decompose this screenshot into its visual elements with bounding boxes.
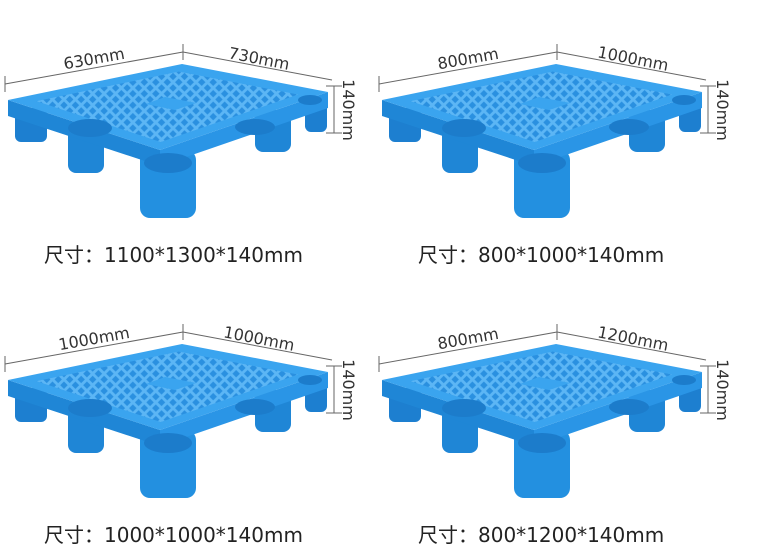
size-caption: 尺寸：800*1200*140mm xyxy=(418,523,664,547)
size-caption: 尺寸：800*1000*140mm xyxy=(418,243,664,267)
dimension-line xyxy=(556,51,707,81)
pallet-card: 800mm 1000mm 140mm 尺寸：800*1000*140mm xyxy=(378,42,732,267)
dimension-line xyxy=(378,331,558,365)
dimension-line xyxy=(4,51,184,85)
pallet-image xyxy=(8,344,328,498)
pallet-card: 630mm 730mm 140mm 尺寸：1100*1300*140mm xyxy=(4,43,358,267)
length-label: 630mm xyxy=(62,44,126,73)
pallet-image xyxy=(8,64,328,218)
height-label: 140mm xyxy=(339,79,358,141)
pallet-card: 800mm 1200mm 140mm 尺寸：800*1200*140mm xyxy=(378,322,732,547)
width-label: 1200mm xyxy=(596,322,670,354)
height-label: 140mm xyxy=(339,359,358,421)
dimension-line xyxy=(556,331,707,361)
width-label: 1000mm xyxy=(222,322,296,354)
length-label: 1000mm xyxy=(57,323,131,354)
pallet-image xyxy=(382,344,702,498)
dimension-line xyxy=(182,331,333,361)
size-caption: 尺寸：1000*1000*140mm xyxy=(44,523,303,547)
length-label: 800mm xyxy=(436,44,500,73)
height-label: 140mm xyxy=(713,79,732,141)
length-label: 800mm xyxy=(436,324,500,353)
height-label: 140mm xyxy=(713,359,732,421)
size-caption: 尺寸：1100*1300*140mm xyxy=(44,243,303,267)
pallet-card: 1000mm 1000mm 140mm 尺寸：1000*1000*140mm xyxy=(4,322,358,547)
width-label: 1000mm xyxy=(596,42,670,74)
dimension-line xyxy=(378,51,558,85)
dimension-line xyxy=(4,331,184,365)
width-label: 730mm xyxy=(227,43,291,73)
pallet-image xyxy=(382,64,702,218)
dimension-line xyxy=(182,51,333,81)
